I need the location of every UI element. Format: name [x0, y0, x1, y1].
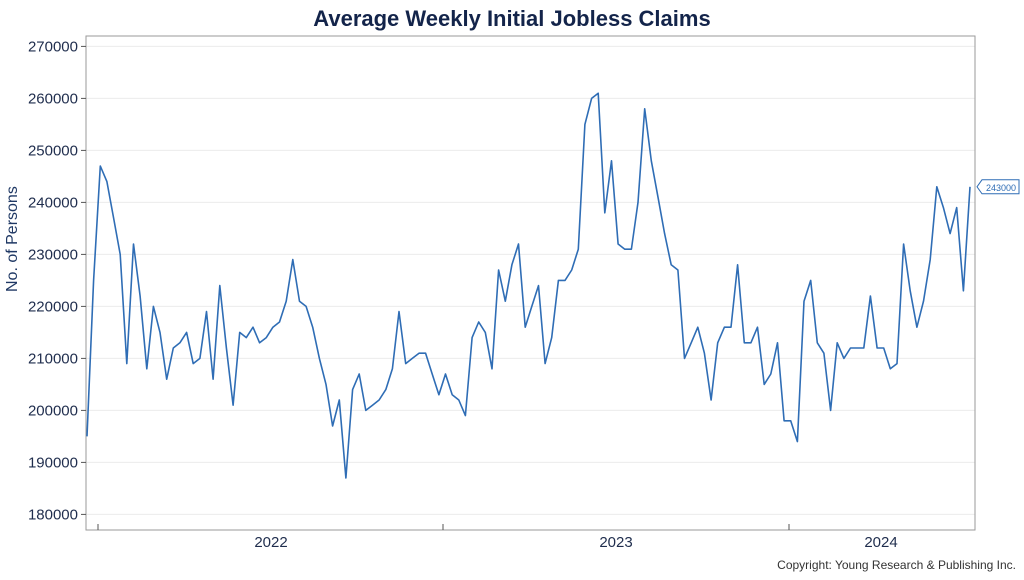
last-value-box	[976, 179, 1020, 195]
y-tick-label: 220000	[28, 298, 78, 315]
y-axis: 180000 190000 200000 210000 220000 230000 2400…	[28, 38, 86, 523]
plot-frame	[85, 35, 976, 531]
series-line	[86, 92, 971, 479]
gridlines	[86, 45, 975, 515]
x-tick-label: 2024	[864, 534, 897, 551]
last-value-callout: 243000	[976, 179, 1020, 195]
last-value-label: 243000	[986, 183, 1016, 193]
y-tick-label: 200000	[28, 402, 78, 419]
x-tick-label: 2022	[254, 534, 287, 551]
y-tick-label: 240000	[28, 194, 78, 211]
y-tick-label: 260000	[28, 90, 78, 107]
chart-title: Average Weekly Initial Jobless Claims	[313, 6, 711, 31]
x-axis: 2022 2023 2024	[97, 524, 898, 551]
y-tick-label: 230000	[28, 246, 78, 263]
y-tick-label: 250000	[28, 142, 78, 159]
y-tick-label: 180000	[28, 506, 78, 523]
x-tick-label: 2023	[599, 534, 632, 551]
y-tick-label: 190000	[28, 454, 78, 471]
copyright-note: Copyright: Young Research & Publishing I…	[777, 558, 1016, 572]
y-tick-label: 270000	[28, 38, 78, 55]
y-tick-label: 210000	[28, 350, 78, 367]
